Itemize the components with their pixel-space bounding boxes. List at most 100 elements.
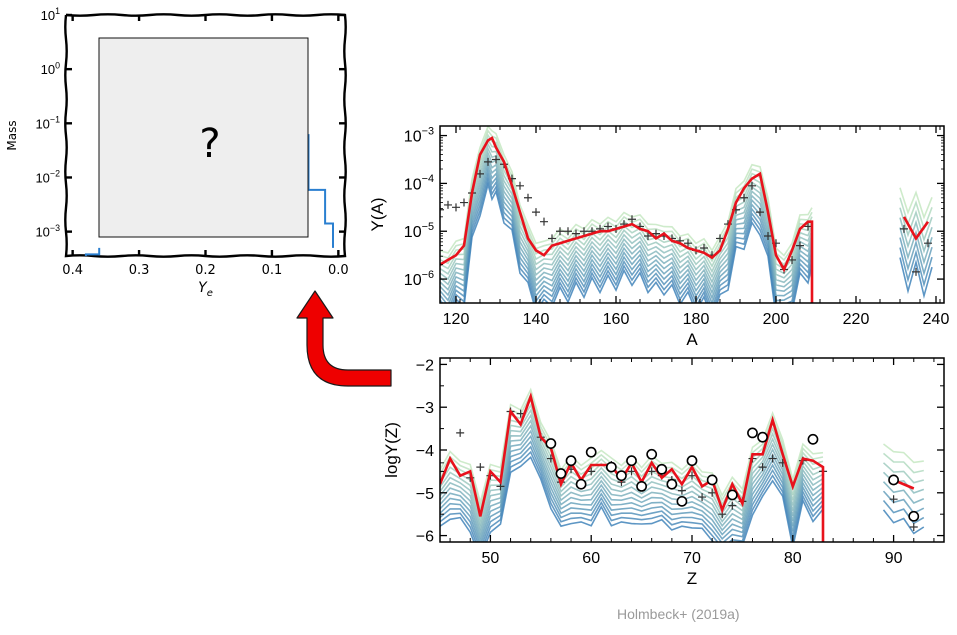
y-tick-label-0-exp: −3 xyxy=(50,223,60,233)
z-observed-circle-1 xyxy=(555,468,567,479)
x-tick-label-0: 0.4 xyxy=(62,263,83,278)
y-tick-label-4-exp: 1 xyxy=(55,6,60,16)
z-observed-plus-13 xyxy=(587,467,596,476)
model-curve-12 xyxy=(440,129,813,262)
xkcd-frame xyxy=(64,13,347,258)
observed-point-1 xyxy=(444,200,452,209)
model-curve-5 xyxy=(882,462,925,484)
model-curve-6 xyxy=(882,452,924,474)
model-curve-0 xyxy=(453,181,813,303)
observed-point-6 xyxy=(484,157,492,166)
a-y-tick-label-0: 10−6 xyxy=(404,269,434,289)
arrow-shape xyxy=(296,290,392,387)
z-observed-circle-6 xyxy=(616,470,627,482)
z-observed-circle-18 xyxy=(807,433,819,445)
model-curve-7 xyxy=(899,187,933,220)
z-observed-circle-2 xyxy=(565,455,577,467)
a-y-tick-label-1-base: 10 xyxy=(404,224,422,241)
observed-point-12 xyxy=(532,208,540,217)
credit-text: Holmbeck+ (2019a) xyxy=(617,606,740,622)
model-curve-8 xyxy=(440,413,824,527)
mass-line-0 xyxy=(84,247,101,256)
observed-point-14 xyxy=(548,234,556,243)
x-tick-label-2: 0.2 xyxy=(195,263,216,278)
observed-point-31 xyxy=(684,239,692,248)
model-curve-4 xyxy=(440,434,824,542)
x-axis-label-base: Y xyxy=(198,280,208,296)
observed-point-35 xyxy=(716,234,724,243)
z-y-tick-label-2: −4 xyxy=(416,443,434,460)
z-observed-plus-23 xyxy=(698,493,707,502)
y-tick-label-1: 10−2 xyxy=(35,169,60,186)
observed-point-47 xyxy=(900,224,908,233)
observed-point-13 xyxy=(540,217,548,226)
x-tick-label-3: 0.1 xyxy=(262,263,283,278)
model-curve-0 xyxy=(440,455,824,542)
model-curve-5 xyxy=(440,159,813,297)
a-y-tick-label-0-exp: −6 xyxy=(422,269,434,281)
model-curve-1 xyxy=(882,499,925,525)
z-observed-circle-15 xyxy=(726,489,738,501)
y-tick-label-2-base: 10 xyxy=(35,116,49,131)
y-tick-label-3: 100 xyxy=(41,60,60,77)
z-observed-circle-5 xyxy=(605,461,617,473)
observed-point-10 xyxy=(516,181,524,190)
z-observed-plus-1 xyxy=(456,428,465,437)
placeholder-box xyxy=(98,37,309,238)
x-axis-label: Ye xyxy=(198,280,213,299)
observed-point-17 xyxy=(572,229,580,238)
a-y-tick-label-0-base: 10 xyxy=(404,272,422,289)
a-x-tick-label-3: 180 xyxy=(683,311,710,328)
z-observed-circle-0 xyxy=(545,438,557,449)
z-observed-plus-24 xyxy=(708,488,717,497)
observed-point-7 xyxy=(492,155,500,164)
z-observed-circle-10 xyxy=(656,463,668,475)
a-y-tick-label-2-base: 10 xyxy=(404,176,422,193)
observed-point-21 xyxy=(604,222,612,231)
curved-arrow xyxy=(296,290,392,387)
z-observed-plus-35 xyxy=(909,523,918,532)
observed-point-48 xyxy=(912,267,920,276)
observed-point-24 xyxy=(628,215,636,224)
model-curve-3 xyxy=(882,481,925,504)
model-curve-5 xyxy=(899,207,933,243)
a-y-tick-label-1-exp: −5 xyxy=(422,221,434,233)
z-observed-circle-8 xyxy=(636,480,647,492)
a-x-tick-label-0: 120 xyxy=(443,311,470,328)
model-curve-0 xyxy=(899,257,933,299)
observed-point-2 xyxy=(452,203,460,212)
model-curve-2 xyxy=(899,237,933,277)
y-tick-label-0: 10−3 xyxy=(35,223,60,240)
y-tick-label-0-base: 10 xyxy=(35,225,49,240)
y-tick-label-1-base: 10 xyxy=(35,170,49,185)
x-tick-label-1: 0.3 xyxy=(129,263,150,278)
z-observed-circle-13 xyxy=(686,455,698,467)
model-curve-5 xyxy=(440,429,824,540)
z-observed-plus-26 xyxy=(728,501,737,510)
observed-point-46 xyxy=(804,222,812,231)
z-observed-plus-30 xyxy=(768,454,777,463)
a-y-tick-label-1: 10−5 xyxy=(404,221,434,241)
a-y-tick-label-2-exp: −4 xyxy=(422,173,434,185)
a-y-tick-label-2: 10−4 xyxy=(404,173,434,193)
observed-point-49 xyxy=(924,239,932,248)
model-curve-1 xyxy=(899,247,933,288)
z-y-tick-label-1: −5 xyxy=(416,486,434,503)
highlight-line-tail xyxy=(902,216,930,241)
y-tick-label-2: 10−1 xyxy=(35,114,60,131)
y-tick-label-4: 101 xyxy=(41,6,60,23)
observed-point-38 xyxy=(740,193,748,202)
a-x-tick-label-4: 200 xyxy=(763,311,790,328)
a-x-tick-label-2: 160 xyxy=(603,311,630,328)
z-x-tick-label-2: 70 xyxy=(683,550,701,567)
y-tick-label-1-exp: −2 xyxy=(50,169,60,179)
z-observed-circle-19 xyxy=(888,474,899,486)
a-y-tick-label-3-exp: −3 xyxy=(422,125,434,137)
z-observed-plus-22 xyxy=(688,471,696,480)
model-curve-2 xyxy=(440,445,824,542)
z-observed-plus-29 xyxy=(758,463,767,472)
observed-point-0 xyxy=(440,205,444,214)
z-observed-plus-18 xyxy=(647,467,656,476)
observed-point-26 xyxy=(644,232,652,241)
